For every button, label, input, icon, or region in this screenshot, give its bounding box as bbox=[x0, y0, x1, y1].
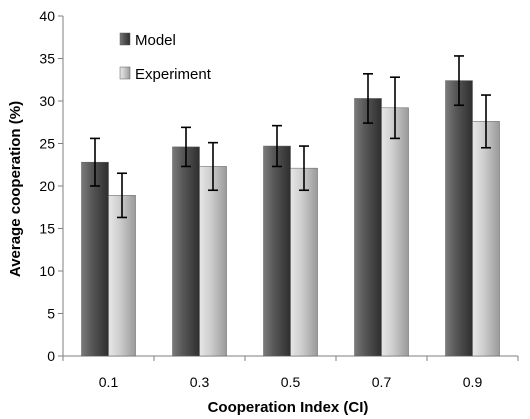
legend: Model Experiment bbox=[119, 32, 212, 83]
legend-swatch-experiment bbox=[119, 66, 131, 80]
bars bbox=[81, 80, 500, 357]
x-tick-label: 0.5 bbox=[281, 374, 301, 390]
bar-experiment bbox=[290, 167, 318, 357]
y-tick-label: 30 bbox=[39, 93, 55, 109]
x-tick-label: 0.3 bbox=[190, 374, 210, 390]
y-tick-label: 10 bbox=[39, 263, 55, 279]
bar-model bbox=[354, 98, 382, 357]
y-tick-label: 20 bbox=[39, 178, 55, 194]
bar-model bbox=[263, 145, 291, 357]
legend-label-model: Model bbox=[135, 32, 176, 49]
error-bar-experiment bbox=[299, 145, 309, 192]
bar-experiment bbox=[199, 166, 227, 357]
y-tick-label: 25 bbox=[39, 136, 55, 152]
error-bar-model bbox=[181, 126, 191, 168]
x-axis-title: Cooperation Index (CI) bbox=[208, 399, 369, 416]
error-bar-experiment bbox=[481, 94, 491, 149]
legend-swatch-model bbox=[119, 32, 131, 46]
x-axis: 0.1 0.3 0.5 0.7 0.9 bbox=[62, 355, 519, 390]
x-tick-label: 0.7 bbox=[372, 374, 392, 390]
y-tick-label: 35 bbox=[39, 51, 55, 67]
error-bar-model bbox=[363, 73, 373, 124]
bar-experiment bbox=[472, 121, 500, 357]
y-axis: 0 5 10 15 20 25 30 35 40 bbox=[39, 8, 64, 364]
error-bar-model bbox=[90, 137, 100, 187]
error-bars bbox=[90, 55, 491, 219]
bar-model bbox=[81, 161, 109, 357]
error-bar-experiment bbox=[208, 141, 218, 192]
error-bar-model bbox=[454, 55, 464, 107]
bar-model bbox=[445, 80, 473, 357]
error-bar-model bbox=[272, 124, 282, 168]
error-bar-experiment bbox=[117, 172, 127, 219]
x-tick-label: 0.9 bbox=[463, 374, 483, 390]
y-tick-label: 5 bbox=[47, 306, 55, 322]
bar-model bbox=[172, 146, 200, 357]
x-tick-label: 0.1 bbox=[99, 374, 119, 390]
legend-label-experiment: Experiment bbox=[135, 66, 212, 83]
y-tick-label: 40 bbox=[39, 8, 55, 24]
y-tick-label: 0 bbox=[47, 348, 55, 364]
error-bar-experiment bbox=[390, 76, 400, 140]
y-axis-title: Average cooperation (%) bbox=[7, 101, 24, 277]
bar-experiment bbox=[381, 107, 409, 357]
bar-experiment bbox=[108, 195, 136, 357]
y-tick-label: 15 bbox=[39, 221, 55, 237]
